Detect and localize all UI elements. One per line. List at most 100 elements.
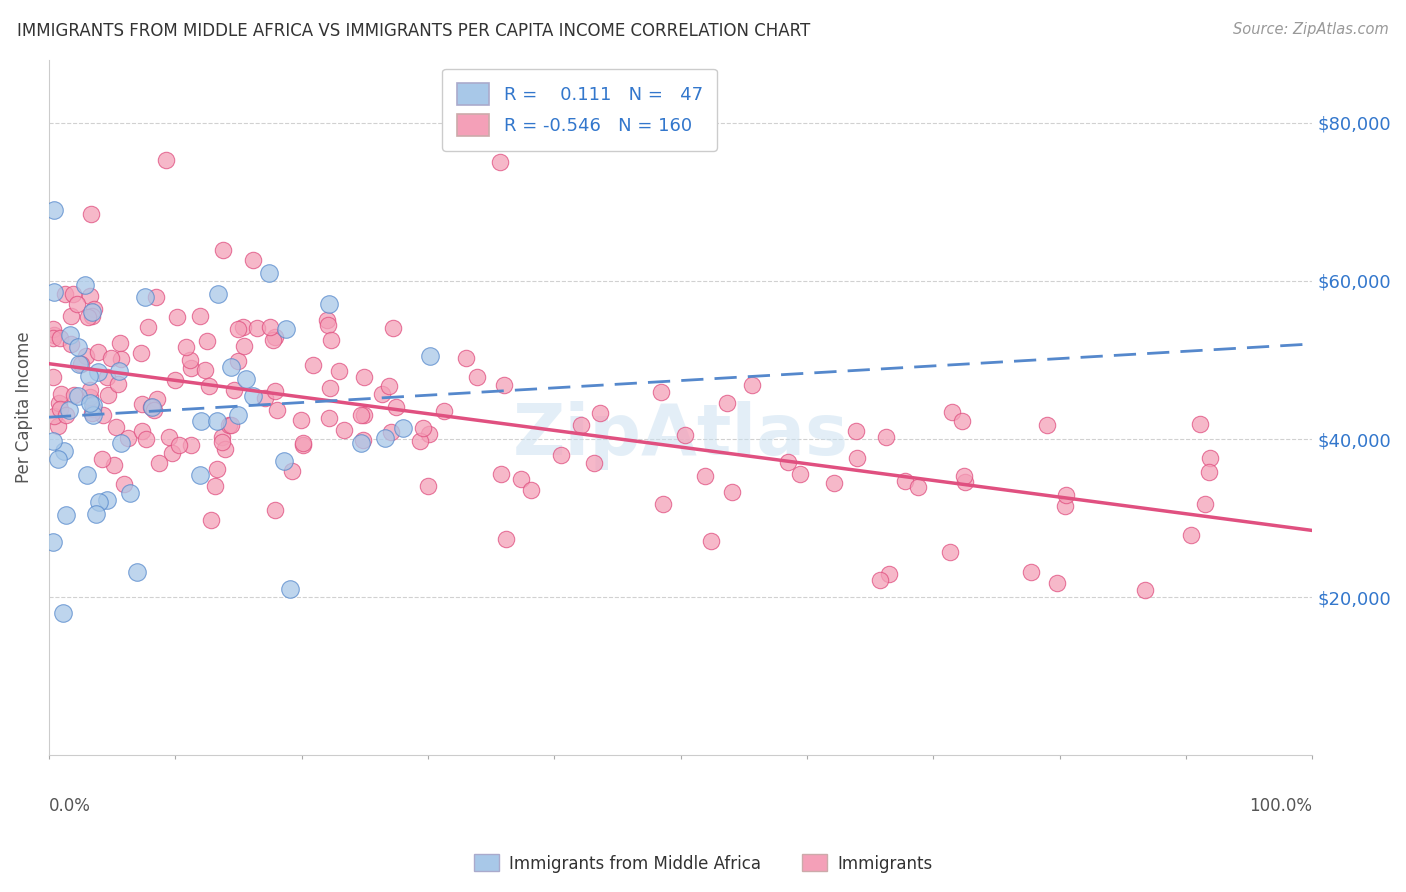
- Point: [950, 414, 973, 428]
- Point: [408, 434, 430, 449]
- Point: [96, 370, 118, 384]
- Point: [652, 497, 675, 511]
- Point: [953, 475, 976, 490]
- Point: [120, 485, 142, 500]
- Point: [180, 438, 202, 452]
- Point: [1198, 465, 1220, 479]
- Point: [328, 364, 350, 378]
- Point: [55, 508, 77, 522]
- Point: [235, 371, 257, 385]
- Point: [141, 400, 163, 414]
- Point: [79, 390, 101, 404]
- Point: [166, 310, 188, 324]
- Point: [117, 431, 139, 445]
- Point: [228, 408, 250, 422]
- Point: [42, 434, 65, 449]
- Text: Source: ZipAtlas.com: Source: ZipAtlas.com: [1233, 22, 1389, 37]
- Point: [59, 327, 82, 342]
- Point: [200, 513, 222, 527]
- Point: [190, 467, 212, 482]
- Point: [1053, 500, 1076, 514]
- Point: [273, 454, 295, 468]
- Point: [720, 484, 742, 499]
- Point: [79, 383, 101, 397]
- Point: [278, 582, 301, 597]
- Point: [232, 320, 254, 334]
- Point: [318, 411, 340, 425]
- Text: IMMIGRANTS FROM MIDDLE AFRICA VS IMMIGRANTS PER CAPITA INCOME CORRELATION CHART: IMMIGRANTS FROM MIDDLE AFRICA VS IMMIGRA…: [17, 22, 810, 40]
- Point: [110, 436, 132, 450]
- Point: [392, 421, 415, 435]
- Point: [264, 503, 287, 517]
- Point: [350, 435, 373, 450]
- Point: [87, 364, 110, 378]
- Point: [1054, 488, 1077, 502]
- Point: [1180, 528, 1202, 542]
- Point: [131, 424, 153, 438]
- Point: [105, 420, 128, 434]
- Point: [259, 320, 281, 334]
- Point: [416, 478, 439, 492]
- Point: [163, 373, 186, 387]
- Point: [80, 304, 103, 318]
- Point: [46, 452, 69, 467]
- Point: [489, 467, 512, 481]
- Point: [292, 436, 315, 450]
- Point: [382, 320, 405, 334]
- Point: [352, 433, 374, 447]
- Point: [112, 477, 135, 491]
- Point: [319, 381, 342, 395]
- Point: [219, 359, 242, 374]
- Point: [129, 346, 152, 360]
- Point: [204, 479, 226, 493]
- Point: [131, 397, 153, 411]
- Point: [63, 388, 86, 402]
- Point: [125, 565, 148, 579]
- Point: [1035, 417, 1057, 432]
- Point: [53, 287, 76, 301]
- Point: [281, 464, 304, 478]
- Point: [778, 455, 800, 469]
- Point: [83, 302, 105, 317]
- Point: [190, 414, 212, 428]
- Point: [75, 278, 97, 293]
- Point: [242, 389, 264, 403]
- Point: [211, 429, 233, 443]
- Point: [91, 408, 114, 422]
- Point: [492, 378, 515, 392]
- Point: [877, 567, 900, 582]
- Point: [264, 384, 287, 399]
- Point: [159, 430, 181, 444]
- Point: [53, 443, 76, 458]
- Point: [135, 432, 157, 446]
- Point: [211, 435, 233, 450]
- Point: [418, 427, 440, 442]
- Point: [70, 357, 93, 371]
- Point: [823, 475, 845, 490]
- Point: [145, 290, 167, 304]
- Point: [42, 202, 65, 217]
- Point: [58, 403, 80, 417]
- Point: [52, 606, 75, 620]
- Point: [96, 493, 118, 508]
- Point: [67, 389, 90, 403]
- Point: [290, 412, 312, 426]
- Point: [205, 462, 228, 476]
- Point: [62, 286, 84, 301]
- Point: [374, 432, 396, 446]
- Point: [875, 430, 897, 444]
- Point: [465, 370, 488, 384]
- Point: [1133, 582, 1156, 597]
- Point: [1046, 575, 1069, 590]
- Point: [180, 361, 202, 376]
- Point: [42, 370, 65, 384]
- Point: [264, 329, 287, 343]
- Text: 100.0%: 100.0%: [1250, 797, 1312, 815]
- Point: [198, 378, 221, 392]
- Point: [179, 353, 201, 368]
- Point: [845, 451, 868, 466]
- Point: [100, 351, 122, 366]
- Point: [433, 404, 456, 418]
- Point: [378, 378, 401, 392]
- Point: [48, 396, 70, 410]
